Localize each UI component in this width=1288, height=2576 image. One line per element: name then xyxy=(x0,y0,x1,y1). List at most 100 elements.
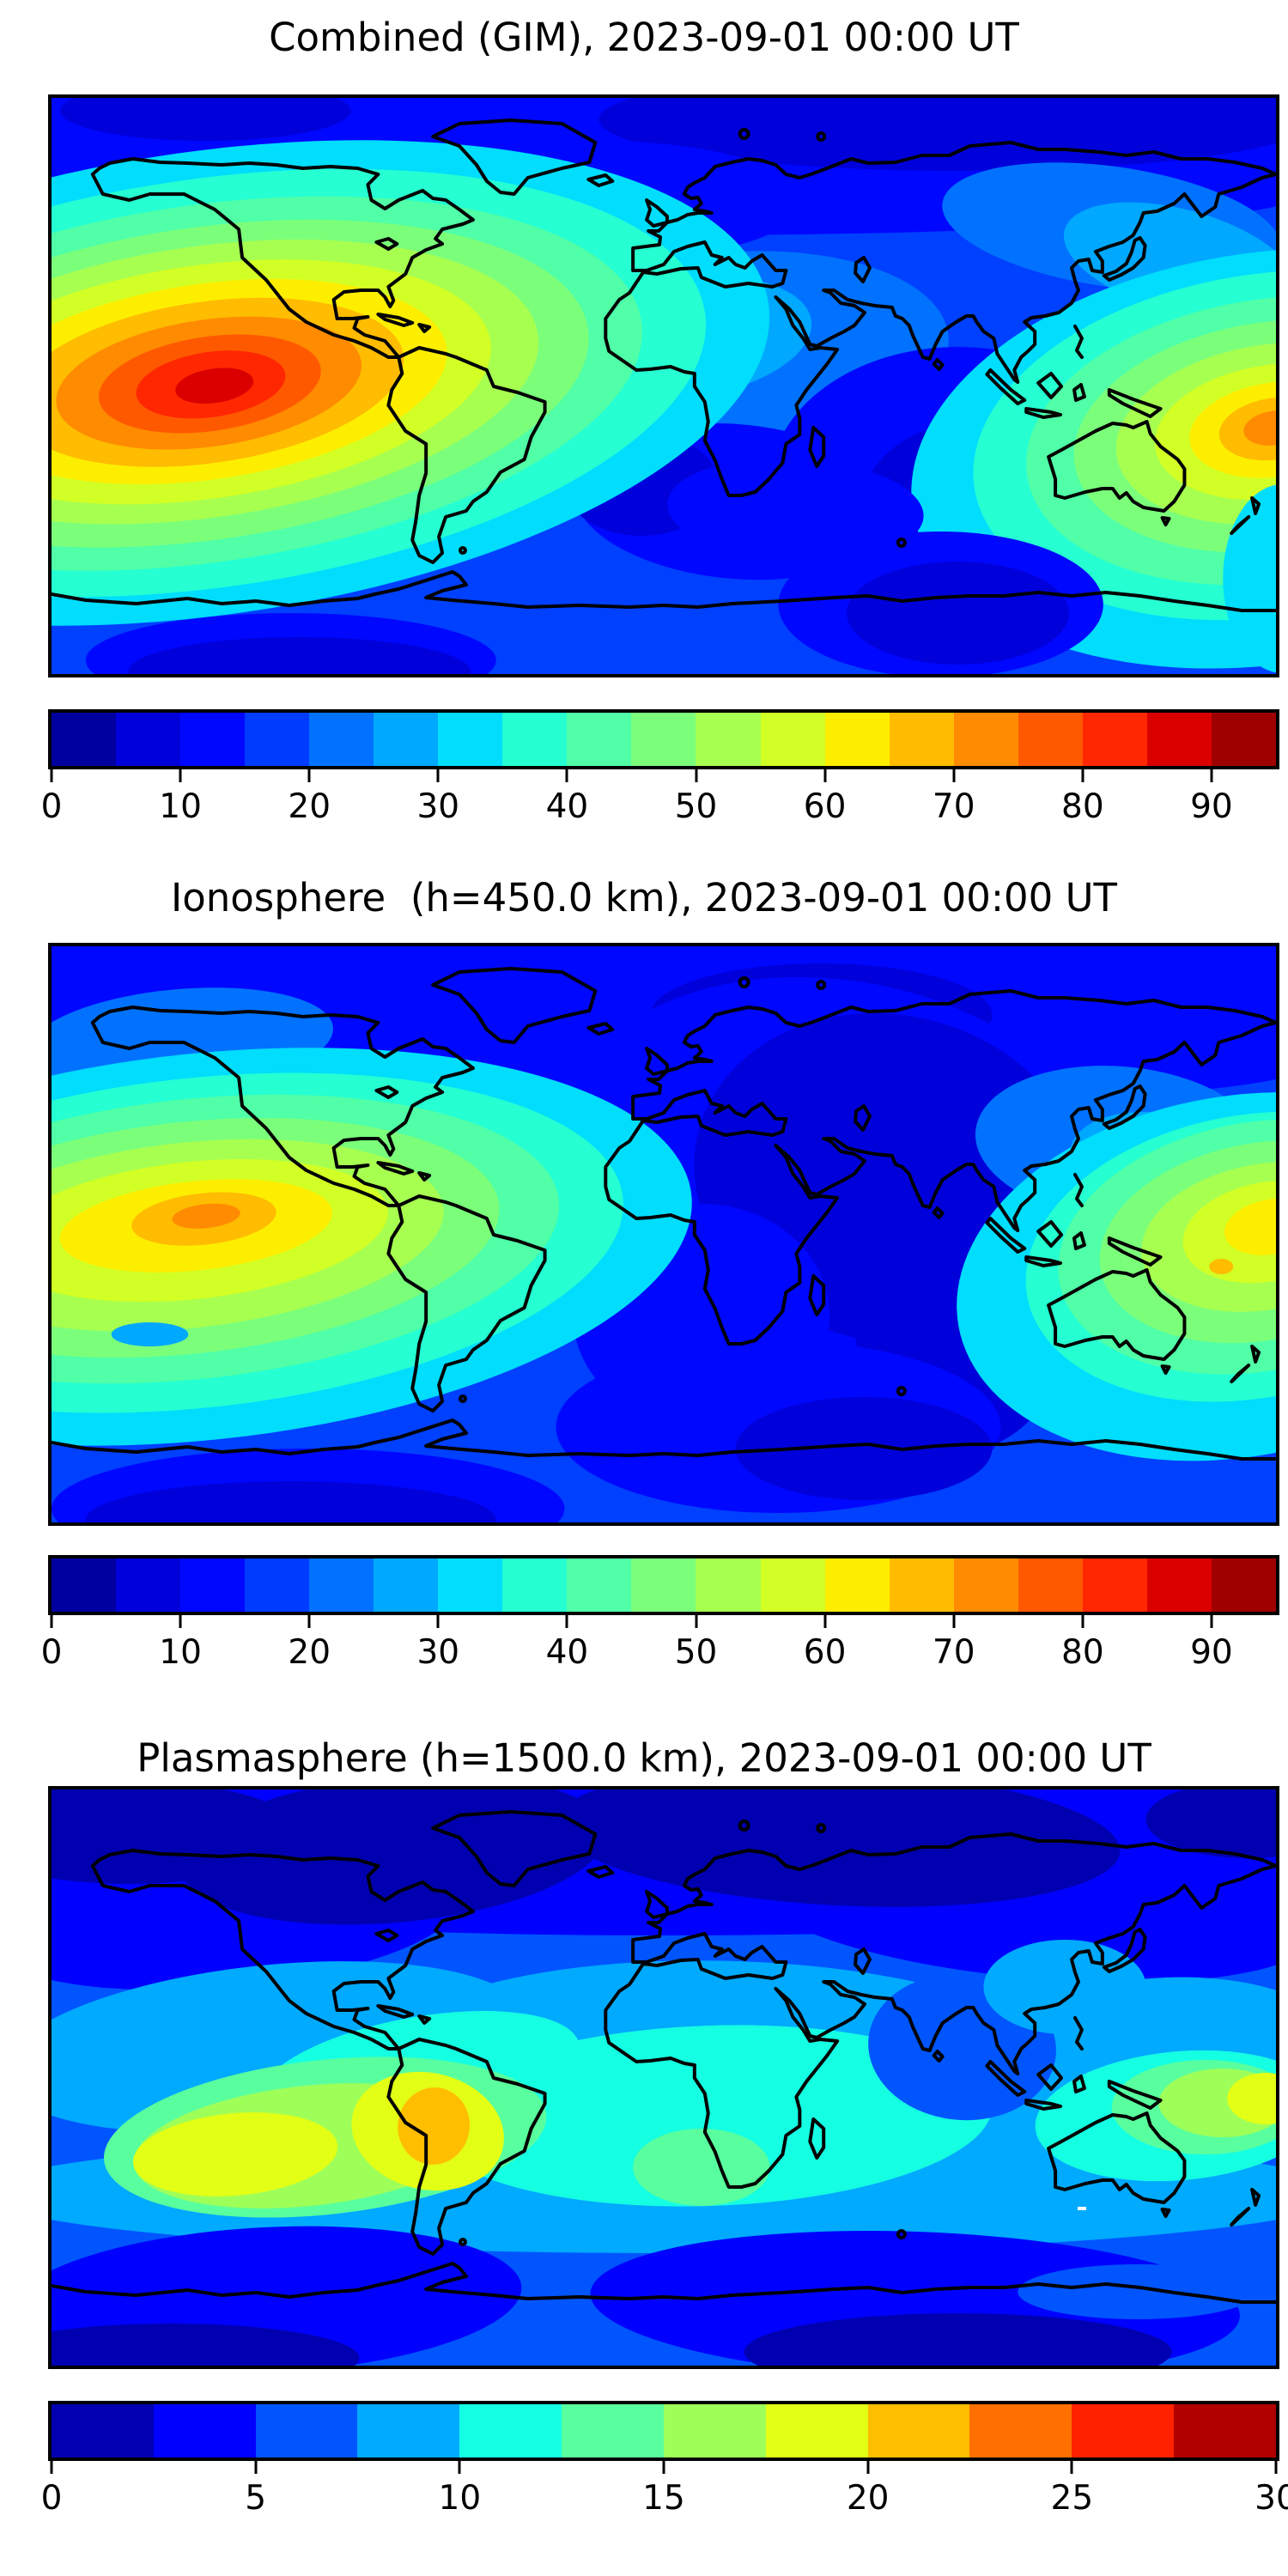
colorbar-tick xyxy=(436,1615,440,1628)
colorbar-tick-label: 10 xyxy=(159,787,202,826)
colorbar-segment xyxy=(116,1558,181,1612)
colorbar-plasmasphere xyxy=(48,2401,1279,2461)
colorbar-tick-label: 40 xyxy=(545,1633,589,1672)
colorbar-segment xyxy=(889,1558,954,1612)
colorbar-tick-label: 0 xyxy=(40,1633,63,1672)
colorbar-segment xyxy=(760,713,825,766)
colorbar-segment xyxy=(1146,1558,1212,1612)
colorbar-segment xyxy=(374,713,439,766)
colorbar-axis-ionosphere: 0 10 20 30 40 50 60 70 80 90 xyxy=(41,1615,1276,1675)
colorbar-segment xyxy=(867,2404,970,2458)
map-combined xyxy=(48,94,1279,677)
colorbar-ionosphere xyxy=(48,1555,1279,1615)
colorbar-tick-label: 15 xyxy=(642,2479,685,2518)
colorbar-segment xyxy=(153,2404,256,2458)
colorbar-tick xyxy=(1210,769,1213,782)
panel-title-plasmasphere: Plasmasphere (h=1500.0 km), 2023-09-01 0… xyxy=(137,1735,1151,1781)
colorbar-tick-label: 0 xyxy=(40,787,63,826)
colorbar-segment xyxy=(245,1558,310,1612)
colorbar-segment xyxy=(1211,1558,1276,1612)
colorbar-tick-label: 80 xyxy=(1061,787,1104,826)
colorbar-segment xyxy=(255,2404,358,2458)
hotspot-west-pacific xyxy=(911,248,1276,669)
colorbar-tick-label: 60 xyxy=(803,787,847,826)
colorbar-segment xyxy=(696,1558,761,1612)
colorbar-tick xyxy=(254,2461,258,2474)
colorbar-tick-label: 90 xyxy=(1190,1633,1233,1672)
colorbar-segment xyxy=(52,2404,154,2458)
colorbar-tick xyxy=(1274,2461,1278,2474)
contour-fill-combined xyxy=(52,98,1276,674)
colorbar-tick-label: 25 xyxy=(1050,2479,1094,2518)
colorbar-tick-label: 5 xyxy=(245,2479,267,2518)
colorbar-segment xyxy=(1174,2404,1276,2458)
colorbar-tick xyxy=(662,2461,665,2474)
colorbar-tick xyxy=(1081,769,1084,782)
colorbar-segment xyxy=(1146,713,1212,766)
colorbar-tick xyxy=(50,2461,53,2474)
colorbar-axis-plasmasphere: 0 5 10 15 20 25 30 xyxy=(41,2461,1288,2521)
colorbar-segment xyxy=(824,713,890,766)
colorbar-tick-label: 90 xyxy=(1190,787,1233,826)
colorbar-segment xyxy=(631,713,696,766)
colorbar-segment xyxy=(502,1558,568,1612)
colorbar-tick xyxy=(50,769,53,782)
colorbar-segment xyxy=(824,1558,890,1612)
colorbar-tick xyxy=(1210,1615,1213,1628)
colorbar-segment xyxy=(438,1558,503,1612)
colorbar-segment xyxy=(459,2404,562,2458)
colorbar-segment xyxy=(1018,713,1083,766)
colorbar-tick xyxy=(565,769,568,782)
colorbar-segment xyxy=(52,713,117,766)
colorbar-tick xyxy=(695,769,698,782)
colorbar-segment xyxy=(180,713,246,766)
colorbar-tick xyxy=(1081,1615,1084,1628)
colorbar-segment xyxy=(1082,713,1147,766)
colorbar-segment xyxy=(1211,713,1276,766)
colorbar-tick-label: 40 xyxy=(545,787,589,826)
panel-title-combined: Combined (GIM), 2023-09-01 00:00 UT xyxy=(269,15,1019,60)
colorbar-segment xyxy=(567,1558,632,1612)
colorbar-segment xyxy=(631,1558,696,1612)
colorbar-segment xyxy=(889,713,954,766)
colorbar-segment xyxy=(969,2404,1072,2458)
colorbar-tick-label: 20 xyxy=(846,2479,890,2518)
map-ionosphere xyxy=(48,943,1279,1526)
colorbar-segment xyxy=(357,2404,460,2458)
colorbar-tick-label: 20 xyxy=(288,787,331,826)
colorbar-tick xyxy=(458,2461,461,2474)
colorbar-tick-label: 30 xyxy=(416,1633,460,1672)
colorbar-combined xyxy=(48,709,1279,769)
colorbar-tick-label: 60 xyxy=(803,1633,847,1672)
panel-title-ionosphere: Ionosphere (h=450.0 km), 2023-09-01 00:0… xyxy=(170,875,1118,920)
colorbar-tick xyxy=(952,769,956,782)
colorbar-tick-label: 80 xyxy=(1061,1633,1104,1672)
colorbar-tick-label: 10 xyxy=(159,1633,202,1672)
colorbar-tick xyxy=(952,1615,956,1628)
colorbar-segment xyxy=(1018,1558,1083,1612)
colorbar-tick-label: 30 xyxy=(416,787,460,826)
colorbar-segment xyxy=(765,2404,868,2458)
colorbar-segment xyxy=(1082,1558,1147,1612)
colorbar-tick-label: 70 xyxy=(932,787,975,826)
colorbar-tick xyxy=(823,769,827,782)
colorbar-segment xyxy=(567,713,632,766)
colorbar-segment xyxy=(309,713,374,766)
contour-fill-ionosphere xyxy=(52,946,1276,1522)
colorbar-segment xyxy=(180,1558,246,1612)
colorbar-segment xyxy=(760,1558,825,1612)
colorbar-tick-label: 70 xyxy=(932,1633,975,1672)
colorbar-segment xyxy=(663,2404,766,2458)
render-artifact-dash xyxy=(1077,2207,1086,2210)
colorbar-axis-combined: 0 10 20 30 40 50 60 70 80 90 xyxy=(41,769,1276,829)
hotspot-west-pacific-iono xyxy=(957,1092,1276,1461)
colorbar-tick xyxy=(1070,2461,1073,2474)
colorbar-segment xyxy=(696,713,761,766)
colorbar-segment xyxy=(953,713,1018,766)
colorbar-tick xyxy=(866,2461,870,2474)
colorbar-segment xyxy=(52,1558,117,1612)
colorbar-tick-label: 20 xyxy=(288,1633,331,1672)
colorbar-segment xyxy=(502,713,568,766)
colorbar-segment xyxy=(953,1558,1018,1612)
colorbar-segment xyxy=(116,713,181,766)
